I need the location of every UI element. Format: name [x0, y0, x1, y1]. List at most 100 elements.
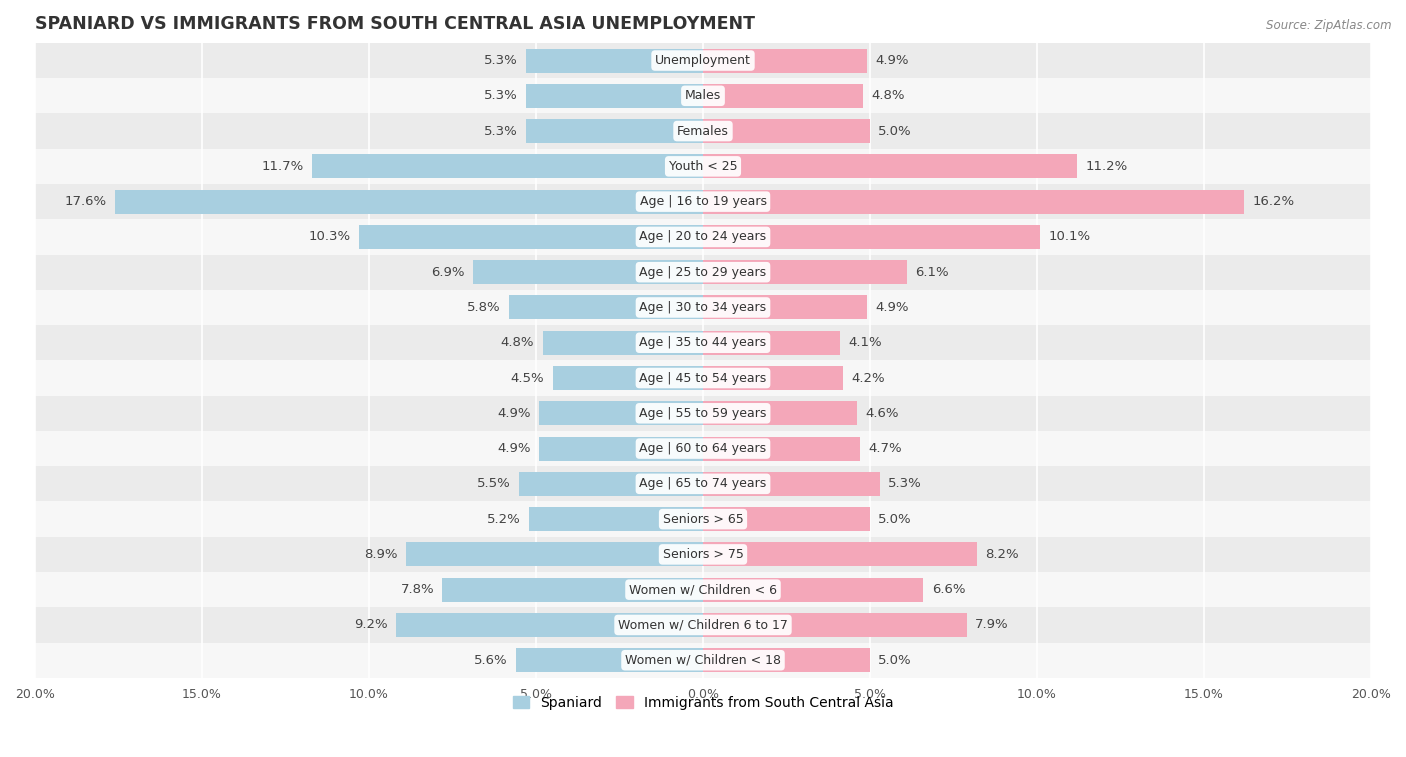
Bar — [35, 607, 1371, 643]
Text: 10.1%: 10.1% — [1049, 230, 1091, 244]
Bar — [35, 43, 1371, 78]
Text: 11.2%: 11.2% — [1085, 160, 1128, 173]
Text: Age | 65 to 74 years: Age | 65 to 74 years — [640, 478, 766, 491]
Bar — [35, 184, 1371, 220]
Bar — [703, 613, 967, 637]
Text: 6.9%: 6.9% — [430, 266, 464, 279]
Text: 5.0%: 5.0% — [879, 125, 912, 138]
Text: 4.8%: 4.8% — [501, 336, 534, 349]
Bar — [703, 260, 907, 284]
Bar — [540, 401, 703, 425]
Bar — [35, 501, 1371, 537]
Text: Age | 35 to 44 years: Age | 35 to 44 years — [640, 336, 766, 349]
Text: 5.3%: 5.3% — [484, 125, 517, 138]
Text: Age | 45 to 54 years: Age | 45 to 54 years — [640, 372, 766, 385]
Bar — [703, 401, 856, 425]
Bar — [35, 325, 1371, 360]
Text: 5.3%: 5.3% — [484, 89, 517, 102]
Text: Age | 25 to 29 years: Age | 25 to 29 years — [640, 266, 766, 279]
Bar — [35, 220, 1371, 254]
Text: 9.2%: 9.2% — [354, 618, 387, 631]
Text: Females: Females — [678, 125, 728, 138]
Text: 4.9%: 4.9% — [875, 54, 908, 67]
Text: 5.8%: 5.8% — [467, 301, 501, 314]
Bar — [312, 154, 703, 179]
Text: 5.3%: 5.3% — [484, 54, 517, 67]
Bar — [529, 507, 703, 531]
Bar — [35, 360, 1371, 396]
Text: 4.9%: 4.9% — [498, 442, 531, 455]
Bar — [526, 48, 703, 73]
Text: 4.1%: 4.1% — [848, 336, 882, 349]
Text: 4.2%: 4.2% — [852, 372, 886, 385]
Text: 5.3%: 5.3% — [889, 478, 922, 491]
Bar — [35, 396, 1371, 431]
Bar — [406, 543, 703, 566]
Bar — [703, 84, 863, 107]
Text: Women w/ Children 6 to 17: Women w/ Children 6 to 17 — [619, 618, 787, 631]
Bar — [35, 78, 1371, 114]
Text: Source: ZipAtlas.com: Source: ZipAtlas.com — [1267, 19, 1392, 32]
Legend: Spaniard, Immigrants from South Central Asia: Spaniard, Immigrants from South Central … — [508, 690, 898, 715]
Bar — [35, 431, 1371, 466]
Bar — [443, 578, 703, 602]
Bar — [703, 331, 839, 355]
Bar — [703, 295, 866, 319]
Text: 5.0%: 5.0% — [879, 512, 912, 525]
Bar — [509, 295, 703, 319]
Bar — [540, 437, 703, 460]
Bar — [703, 543, 977, 566]
Text: 5.0%: 5.0% — [879, 654, 912, 667]
Text: Youth < 25: Youth < 25 — [669, 160, 737, 173]
Text: 5.6%: 5.6% — [474, 654, 508, 667]
Text: Age | 20 to 24 years: Age | 20 to 24 years — [640, 230, 766, 244]
Text: 5.2%: 5.2% — [488, 512, 522, 525]
Bar — [703, 648, 870, 672]
Text: 4.9%: 4.9% — [875, 301, 908, 314]
Text: 6.1%: 6.1% — [915, 266, 949, 279]
Bar — [543, 331, 703, 355]
Text: 8.9%: 8.9% — [364, 548, 398, 561]
Text: 7.8%: 7.8% — [401, 583, 434, 597]
Text: 4.8%: 4.8% — [872, 89, 905, 102]
Bar — [526, 119, 703, 143]
Bar — [35, 254, 1371, 290]
Text: Age | 30 to 34 years: Age | 30 to 34 years — [640, 301, 766, 314]
Text: 6.6%: 6.6% — [932, 583, 966, 597]
Bar — [703, 472, 880, 496]
Text: Women w/ Children < 6: Women w/ Children < 6 — [628, 583, 778, 597]
Bar — [519, 472, 703, 496]
Text: 10.3%: 10.3% — [308, 230, 350, 244]
Bar — [35, 148, 1371, 184]
Text: Age | 60 to 64 years: Age | 60 to 64 years — [640, 442, 766, 455]
Bar — [703, 154, 1077, 179]
Text: Unemployment: Unemployment — [655, 54, 751, 67]
Bar — [526, 84, 703, 107]
Bar — [703, 48, 866, 73]
Text: 8.2%: 8.2% — [986, 548, 1019, 561]
Bar — [35, 114, 1371, 148]
Bar — [703, 225, 1040, 249]
Text: Males: Males — [685, 89, 721, 102]
Text: 17.6%: 17.6% — [65, 195, 107, 208]
Text: Age | 16 to 19 years: Age | 16 to 19 years — [640, 195, 766, 208]
Text: 16.2%: 16.2% — [1253, 195, 1295, 208]
Text: 5.5%: 5.5% — [477, 478, 510, 491]
Bar — [703, 578, 924, 602]
Bar — [703, 190, 1244, 213]
Text: SPANIARD VS IMMIGRANTS FROM SOUTH CENTRAL ASIA UNEMPLOYMENT: SPANIARD VS IMMIGRANTS FROM SOUTH CENTRA… — [35, 15, 755, 33]
Bar — [703, 507, 870, 531]
Bar — [703, 437, 860, 460]
Bar — [35, 643, 1371, 678]
Text: Seniors > 75: Seniors > 75 — [662, 548, 744, 561]
Bar — [703, 119, 870, 143]
Bar — [472, 260, 703, 284]
Bar — [35, 290, 1371, 325]
Text: Seniors > 65: Seniors > 65 — [662, 512, 744, 525]
Text: 11.7%: 11.7% — [262, 160, 304, 173]
Bar — [115, 190, 703, 213]
Text: 7.9%: 7.9% — [976, 618, 1010, 631]
Bar — [35, 572, 1371, 607]
Text: 4.5%: 4.5% — [510, 372, 544, 385]
Bar — [35, 537, 1371, 572]
